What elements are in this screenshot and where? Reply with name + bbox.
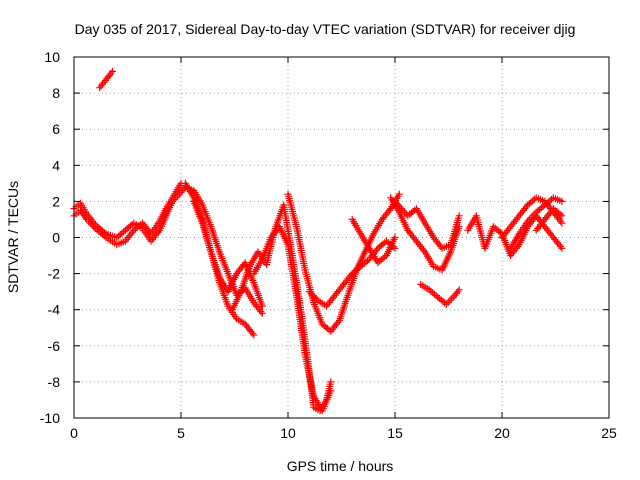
data-point (558, 212, 566, 220)
y-tick-label: -6 (48, 338, 61, 354)
data-point (258, 302, 266, 310)
y-tick-label: 2 (52, 193, 60, 209)
data-point (391, 234, 399, 241)
data-series (507, 194, 566, 252)
data-series (250, 223, 335, 415)
chart-title: Day 035 of 2017, Sidereal Day-to-day VTE… (75, 21, 576, 37)
data-point (258, 309, 266, 317)
data-point (556, 210, 564, 218)
axis-ticks-layer: 0 5 10 15 20 25 -10 -8 -6 -4 -2 0 2 4 6 8 10 (40, 49, 617, 441)
x-tick-label: 25 (601, 425, 617, 441)
data-series (305, 237, 399, 310)
data-series (387, 194, 463, 274)
data-series (532, 205, 566, 234)
y-tick-label: 10 (44, 49, 60, 65)
data-point (97, 225, 105, 233)
data-point (455, 286, 463, 294)
data-point (364, 257, 372, 265)
x-tick-label: 15 (387, 425, 403, 441)
data-series (70, 183, 266, 317)
x-tick-label: 5 (177, 425, 185, 441)
y-tick-label: -4 (48, 302, 61, 318)
data-point (558, 197, 566, 205)
data-point (455, 212, 463, 220)
y-tick-label: -10 (40, 410, 60, 426)
data-point (327, 387, 335, 395)
data-point (558, 219, 566, 227)
data-series (417, 280, 463, 308)
data-series (391, 197, 463, 252)
data-series (498, 194, 566, 241)
x-axis-label: GPS time / hours (287, 458, 394, 474)
x-tick-label: 20 (494, 425, 510, 441)
y-tick-label: -2 (48, 266, 61, 282)
data-series (464, 212, 566, 259)
y-tick-label: 4 (52, 157, 60, 173)
data-series (348, 215, 399, 267)
data-point (558, 244, 566, 252)
data-point (109, 67, 116, 75)
data-point (250, 331, 258, 339)
data-points-layer (70, 67, 566, 415)
y-tick-label: -8 (48, 374, 61, 390)
y-axis-label: SDTVAR / TECUs (5, 181, 21, 293)
x-tick-label: 0 (70, 425, 78, 441)
y-tick-label: 0 (52, 230, 60, 246)
plot-frame (73, 56, 610, 419)
x-tick-label: 10 (280, 425, 296, 441)
data-point (391, 244, 399, 252)
data-point (395, 190, 403, 198)
y-tick-label: 6 (52, 121, 60, 137)
data-series (190, 197, 266, 310)
data-point (496, 228, 504, 236)
y-tick-label: 8 (52, 85, 60, 101)
data-series (96, 67, 116, 92)
data-point (327, 378, 335, 386)
